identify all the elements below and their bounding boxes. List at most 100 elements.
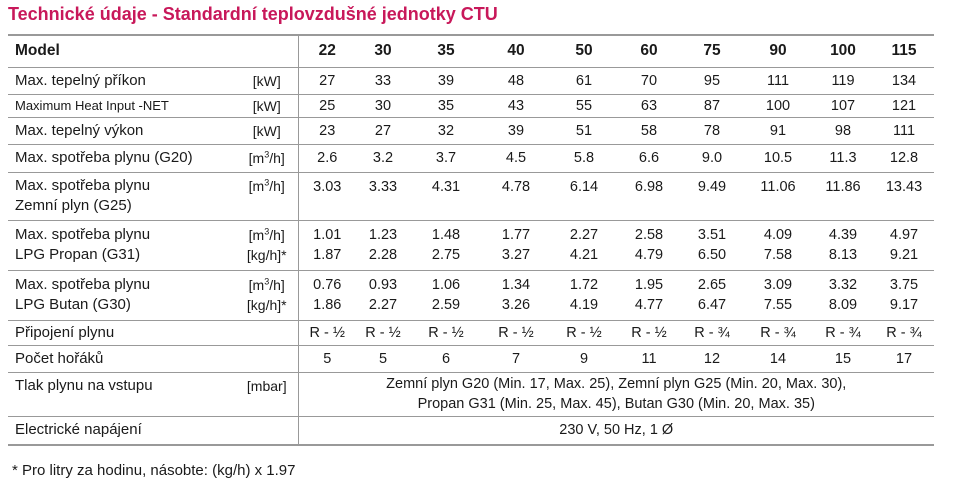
value-cell: 11.06 xyxy=(760,178,796,195)
cell-line: 3.26 xyxy=(501,297,531,313)
unit-part: [m xyxy=(248,277,265,293)
value-cell: 1.48 2.75 xyxy=(410,220,482,270)
value-cell: 3.7 xyxy=(435,150,457,166)
value-cell: 27 xyxy=(319,72,336,89)
model-header-cell: 60 xyxy=(640,42,658,60)
unit-part: /h] xyxy=(269,277,285,293)
value-cell: 6.14 xyxy=(569,178,599,195)
row-unit xyxy=(236,345,299,372)
value-cell: 2.6 xyxy=(317,150,338,166)
unit-line: [kg/h]* xyxy=(246,247,287,263)
cell-line: 4.79 xyxy=(634,247,664,263)
unit-line: [m3/h] xyxy=(236,176,298,196)
cell-line: 3.75 xyxy=(889,277,919,293)
value-cell: 111 xyxy=(766,72,790,89)
cell-line: 1.87 xyxy=(313,247,342,263)
value-cell: 5 xyxy=(378,350,388,367)
value-cell: 15 xyxy=(834,350,852,367)
table-row: Max. tepelný výkon [kW] 23 27 32 39 51 58 78 91 98… xyxy=(8,117,934,144)
value-cell: 98 xyxy=(834,122,852,139)
value-cell: 0.93 2.27 xyxy=(356,270,410,320)
cell-line: 7.58 xyxy=(763,247,793,263)
unit-line: [m3/h] xyxy=(236,275,298,295)
value-cell: 12 xyxy=(703,350,721,367)
value-cell: 13.43 xyxy=(885,178,923,195)
value-cell: 119 xyxy=(831,72,855,89)
value-cell: 63 xyxy=(640,97,658,114)
value-cell: 1.01 1.87 xyxy=(298,220,356,270)
value-cell: 23 xyxy=(319,122,336,139)
cell-line: 1.06 xyxy=(431,277,461,293)
table-row: Max. spotřeba plynu LPG Propan (G31) [m3/h… xyxy=(8,220,934,270)
value-cell: 17 xyxy=(895,350,913,367)
value-cell: 2.65 6.47 xyxy=(680,270,744,320)
cell-line: 3.27 xyxy=(501,247,531,263)
value-cell: 6.98 xyxy=(634,178,664,195)
cell-line: 6.50 xyxy=(697,247,727,263)
row-label-line: Max. spotřeba plynu xyxy=(15,226,151,243)
cell-line: 1.48 xyxy=(431,227,461,243)
row-unit: [mbar] xyxy=(236,372,299,416)
cell-line: 8.09 xyxy=(828,297,858,313)
cell-line: 4.21 xyxy=(569,247,599,263)
unit-part: 3 xyxy=(264,177,270,188)
row-unit: [m3/h] xyxy=(236,144,299,172)
value-cell: 2.58 4.79 xyxy=(618,220,680,270)
value-cell: 6 xyxy=(441,350,451,367)
value-cell: 7 xyxy=(511,350,521,367)
value-cell: 3.75 9.17 xyxy=(874,270,934,320)
unit-line: [kg/h]* xyxy=(246,297,287,313)
row-unit: [kW] xyxy=(236,94,299,117)
row-label: Tlak plynu na vstupu xyxy=(15,376,153,394)
value-cell: 1.77 3.27 xyxy=(482,220,550,270)
cell-line: 4.39 xyxy=(828,227,858,243)
row-label: Max. spotřeba plynu (G20) xyxy=(15,149,193,166)
unit-part: /h] xyxy=(269,227,285,243)
value-cell: 1.95 4.77 xyxy=(618,270,680,320)
value-cell: 11.86 xyxy=(825,178,861,195)
value-cell: 3.51 6.50 xyxy=(680,220,744,270)
model-header-cell: 22 xyxy=(318,42,336,60)
row-unit: [m3/h] xyxy=(236,172,299,220)
value-cell: 3.33 xyxy=(368,178,398,195)
cell-line: 0.93 xyxy=(368,277,398,293)
row-label: Max. spotřeba plynu Zemní plyn (G25) xyxy=(8,172,236,220)
cell-line: 1.77 xyxy=(501,227,531,243)
value-cell: R - ½ xyxy=(498,324,534,341)
row-label: Počet hořáků xyxy=(15,349,104,367)
value-cell: 2.27 4.21 xyxy=(550,220,618,270)
table-row: Maximum Heat Input -NET [kW] 25 30 35 43 55 63 8… xyxy=(8,94,934,117)
model-header-cell: 40 xyxy=(507,42,525,60)
value-cell: R - ¾ xyxy=(760,324,796,341)
value-cell: 33 xyxy=(374,72,392,89)
page-title: Technické údaje - Standardní teplovzdušn… xyxy=(8,4,498,24)
value-cell: 4.39 8.13 xyxy=(812,220,874,270)
row-unit: [kW] xyxy=(236,67,299,94)
value-cell: 4.78 xyxy=(501,178,531,195)
value-cell: 1.23 2.28 xyxy=(356,220,410,270)
value-cell: 9.0 xyxy=(701,150,723,166)
value-cell: 35 xyxy=(437,97,455,114)
value-cell: 9.49 xyxy=(697,178,727,195)
cell-line: 6.47 xyxy=(697,297,727,313)
value-cell: 107 xyxy=(830,97,856,114)
value-cell: 39 xyxy=(507,122,525,139)
table-row: Max. spotřeba plynu (G20) [m3/h] 2.6 3.2 3.7… xyxy=(8,144,934,172)
cell-line: 0.76 xyxy=(313,277,342,293)
value-cell: 25 xyxy=(319,97,336,114)
cell-line: 1.34 xyxy=(501,277,531,293)
cell-line: 2.27 xyxy=(569,227,599,243)
cell-line: 3.09 xyxy=(763,277,793,293)
value-cell: 14 xyxy=(769,350,787,367)
cell-line: 2.59 xyxy=(431,297,461,313)
row-unit: [m3/h] [kg/h]* xyxy=(236,220,299,270)
specs-table: Model 22 30 35 40 50 60 75 90 100 115 Ma… xyxy=(8,34,934,446)
table-row: Tlak plynu na vstupu [mbar] Zemní plyn G20… xyxy=(8,372,934,416)
value-cell: 134 xyxy=(891,72,917,89)
row-unit: [kW] xyxy=(236,117,299,144)
table-row: Připojení plynu R - ½ R - ½ R - ½ R - ½ R - ½… xyxy=(8,320,934,345)
unit-part: 3 xyxy=(264,226,270,237)
unit-part: 3 xyxy=(264,276,270,287)
unit-part: /h] xyxy=(269,150,285,166)
cell-line: 7.55 xyxy=(763,297,793,313)
